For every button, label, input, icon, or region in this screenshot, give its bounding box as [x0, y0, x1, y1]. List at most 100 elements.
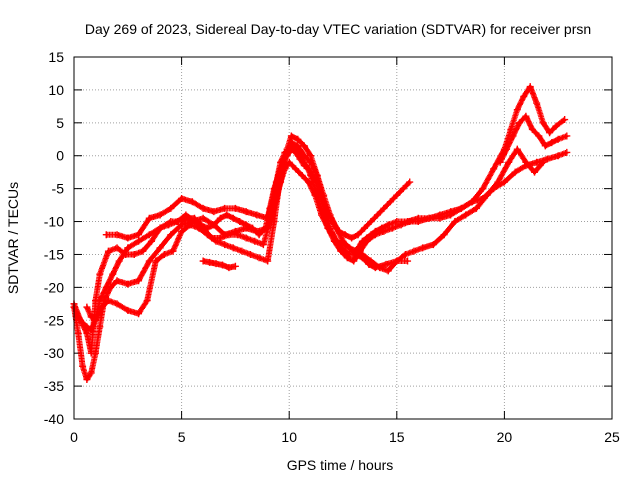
data-point: [350, 250, 358, 258]
data-point: [268, 198, 276, 206]
data-point: [96, 297, 104, 305]
data-point: [354, 231, 362, 239]
data-point: [145, 231, 153, 239]
series-track-4: [83, 145, 414, 324]
data-point: [320, 211, 328, 219]
data-point: [184, 214, 192, 222]
data-point: [210, 221, 218, 229]
data-point: [221, 241, 229, 249]
y-tick-label: -10: [44, 214, 64, 230]
data-point: [102, 283, 110, 291]
data-point: [104, 247, 112, 255]
data-point: [425, 214, 433, 222]
data-point: [115, 257, 123, 265]
data-point: [440, 231, 448, 239]
data-point: [305, 178, 313, 186]
data-point: [145, 257, 153, 265]
data-point: [535, 132, 543, 140]
data-point: [229, 244, 237, 252]
data-point: [285, 158, 293, 166]
data-point: [287, 132, 295, 140]
y-tick-label: -20: [44, 279, 64, 295]
data-point: [124, 244, 132, 252]
data-point: [242, 221, 250, 229]
data-point: [361, 224, 369, 232]
data-point: [212, 237, 220, 245]
y-tick-label: -30: [44, 345, 64, 361]
data-point: [393, 191, 401, 199]
data-point: [429, 241, 437, 249]
data-point: [494, 178, 502, 186]
y-tick-label: -5: [52, 181, 65, 197]
data-point: [238, 247, 246, 255]
gridlines: [74, 57, 612, 419]
data-point: [188, 198, 196, 206]
data-point: [139, 247, 147, 255]
data-point: [500, 178, 508, 186]
y-tick-label: -25: [44, 312, 64, 328]
data-point: [496, 158, 504, 166]
data-point: [167, 204, 175, 212]
data-point: [135, 277, 143, 285]
y-tick-label: -40: [44, 411, 64, 427]
data-point: [341, 247, 349, 255]
data-layer: [70, 83, 571, 384]
data-point: [92, 349, 100, 357]
data-point: [96, 323, 104, 331]
data-point: [221, 231, 229, 239]
data-point: [554, 135, 562, 143]
data-point: [419, 244, 427, 252]
data-point: [210, 208, 218, 216]
data-point: [302, 162, 310, 170]
data-point: [367, 231, 375, 239]
data-point: [231, 227, 239, 235]
data-point: [533, 99, 541, 107]
data-point: [262, 224, 270, 232]
data-point: [539, 119, 547, 127]
data-point: [328, 218, 336, 226]
data-point: [135, 231, 143, 239]
data-point: [223, 211, 231, 219]
y-tick-label: -15: [44, 246, 64, 262]
data-point: [384, 221, 392, 229]
data-point: [380, 204, 388, 212]
data-point: [285, 145, 293, 153]
data-point: [74, 329, 82, 337]
data-point: [277, 158, 285, 166]
data-point: [414, 214, 422, 222]
data-point: [358, 254, 366, 262]
x-axis-label: GPS time / hours: [287, 457, 394, 473]
data-point: [135, 237, 143, 245]
data-point: [348, 234, 356, 242]
data-point: [479, 185, 487, 193]
data-point: [472, 204, 480, 212]
data-point: [345, 244, 353, 252]
data-point: [531, 168, 539, 176]
data-point: [563, 148, 571, 156]
data-point: [507, 125, 515, 133]
data-point: [242, 234, 250, 242]
series-track-6: [199, 257, 239, 272]
series-track-7: [496, 112, 571, 166]
data-point: [83, 323, 91, 331]
data-point: [554, 152, 562, 160]
data-point: [178, 218, 186, 226]
data-point: [156, 244, 164, 252]
data-point: [96, 270, 104, 278]
data-point: [371, 264, 379, 272]
data-point: [130, 250, 138, 258]
data-point: [102, 231, 110, 239]
data-point: [246, 250, 254, 258]
data-point: [404, 218, 412, 226]
data-point: [281, 148, 289, 156]
axis-ticks: -40 -35 -30 -25 -20 -15 -10 -5 0 5 10 15 0 5 10 15 20 25: [44, 49, 620, 445]
data-point: [178, 195, 186, 203]
data-point: [313, 178, 321, 186]
data-point: [311, 185, 319, 193]
data-point: [135, 310, 143, 318]
data-point: [399, 185, 407, 193]
data-point: [145, 214, 153, 222]
x-tick-label: 10: [281, 429, 297, 445]
data-point: [191, 214, 199, 222]
